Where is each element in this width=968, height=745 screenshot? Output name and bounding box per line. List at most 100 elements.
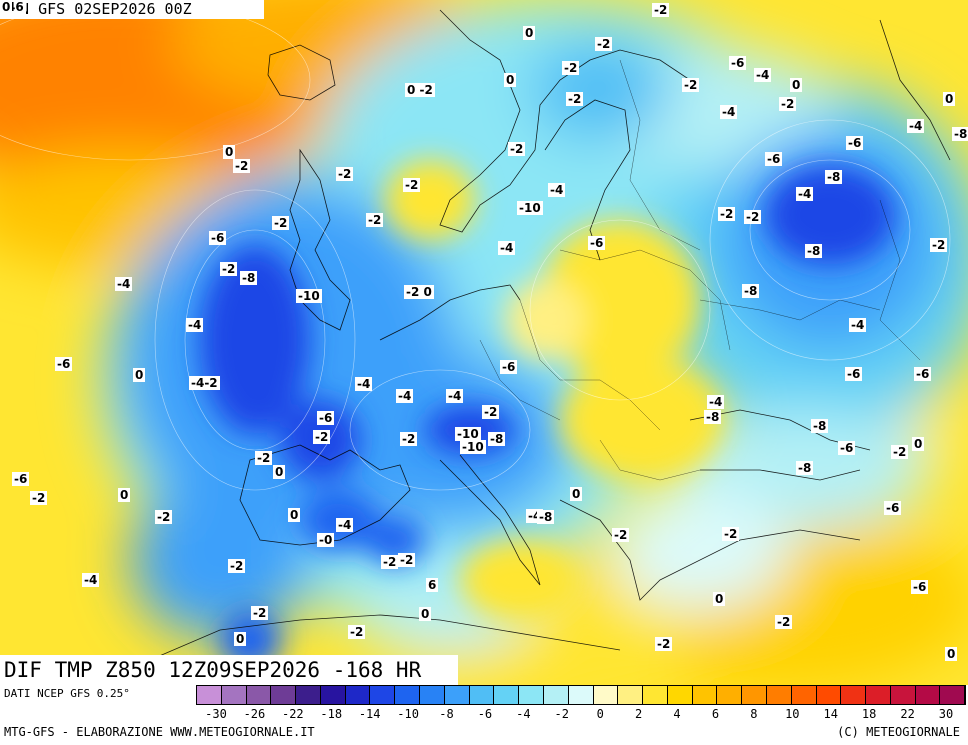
isoline-label: -2 (562, 61, 580, 75)
scale-tick-label: -30 (205, 707, 227, 721)
isoline-label: -8 (952, 127, 968, 141)
isoline-label: -2 (233, 159, 251, 173)
scale-swatch (766, 686, 792, 704)
scale-tick-label: -2 (554, 707, 570, 721)
isoline-label: 0 (234, 632, 247, 646)
isoline-label: -2 (398, 553, 416, 567)
scale-swatch (246, 686, 272, 704)
scale-tick-label: 8 (750, 707, 758, 721)
isoline-label: -4 (548, 183, 566, 197)
isoline-label: -2 (930, 238, 948, 252)
scale-swatch (395, 686, 421, 704)
scale-swatch (519, 686, 544, 704)
isoline-label: 0 (288, 508, 301, 522)
scale-swatch (420, 686, 445, 704)
isoline-label: -4 (720, 105, 738, 119)
isoline-label: -6 (914, 367, 932, 381)
isoline-label: -4 (754, 68, 772, 82)
scale-swatch (816, 686, 842, 704)
isoline-label: 0 (523, 26, 536, 40)
isoline-label: -4 (498, 241, 516, 255)
isoline-label: 0 (504, 73, 517, 87)
isoline-label: -2 (775, 615, 793, 629)
isoline-label: 0 (118, 488, 131, 502)
isoline-label: -8 (742, 284, 760, 298)
isoline-label: -6 (588, 236, 606, 250)
scale-tick-label: 22 (900, 707, 915, 721)
scale-swatch (593, 686, 619, 704)
isoline-label: -2 (482, 405, 500, 419)
isoline-label: -2 (891, 445, 909, 459)
isoline-label: -2 (652, 3, 670, 17)
scale-swatch (494, 686, 520, 704)
scale-tick-label: 18 (861, 707, 877, 721)
isoline-label: -0 (317, 533, 335, 547)
isoline-label: -6 (765, 152, 783, 166)
scale-swatch (345, 686, 371, 704)
scale-swatch (221, 686, 247, 704)
isoline-label: -8 (704, 410, 722, 424)
isoline-label: -2 (228, 559, 246, 573)
scale-swatch (742, 686, 767, 704)
scale-swatch (618, 686, 644, 704)
isoline-label: -6 (884, 501, 902, 515)
isoline-label: -6 (846, 136, 864, 150)
isoline-label: -2 (155, 510, 173, 524)
isoline-label: -2 (612, 528, 630, 542)
isoline-label: 0 (570, 487, 583, 501)
isoline-label: -4 (115, 277, 133, 291)
isoline-label: -2 (403, 178, 421, 192)
isoline-label: 0 (223, 145, 236, 159)
isoline-label: -2 (595, 37, 613, 51)
isoline-label: -2 (400, 432, 418, 446)
isoline-label: -8 (537, 510, 555, 524)
temperature-anomaly-map (0, 0, 968, 685)
isoline-label: 0 (0, 0, 13, 14)
isoline-label: 0 -2 (405, 83, 435, 97)
scale-tick-label: -26 (243, 707, 266, 721)
isoline-label: -4 (82, 573, 100, 587)
color-scale (196, 685, 966, 705)
isoline-label: 0 (943, 92, 956, 106)
isoline-label: -6 (838, 441, 856, 455)
scale-swatch (791, 686, 817, 704)
isoline-label: -2 (251, 606, 269, 620)
scale-swatch (296, 686, 321, 704)
scale-tick-label: 0 (596, 707, 604, 721)
isoline-label: -2 (779, 97, 797, 111)
scale-tick-label: -4 (516, 707, 531, 721)
isoline-label: -2 (313, 430, 331, 444)
credit-right: (C) METEOGIORNALE (837, 725, 960, 739)
isoline-label: -6 (500, 360, 518, 374)
scale-swatch (444, 686, 470, 704)
isoline-label: -2 (220, 262, 238, 276)
scale-swatch (568, 686, 594, 704)
scale-tick-label: 6 (711, 707, 720, 721)
footer: DATI NCEP GFS 0.25° -30 -26 -22 -18 -14 -10 -8… (0, 685, 968, 745)
scale-tick-label: -10 (397, 707, 419, 721)
isoline-label: 0 (419, 607, 432, 621)
scale-swatch (717, 686, 743, 704)
isoline-label: -6 (209, 231, 227, 245)
isoline-label: -4 (796, 187, 814, 201)
isoline-label: -2 (744, 210, 762, 224)
scale-tick-label: -8 (439, 707, 454, 721)
isoline-label: -4 (849, 318, 867, 332)
isoline-label: 0 (133, 368, 146, 382)
scale-tick-label: 2 (635, 707, 643, 721)
isoline-label: -2 (508, 142, 526, 156)
isoline-label: -6 (729, 56, 747, 70)
isoline-label: -2 (30, 491, 48, 505)
run-title: RUN GFS 02SEP2026 00Z (0, 0, 264, 19)
scale-swatch (543, 686, 569, 704)
isoline-label: 0 (713, 592, 726, 606)
isoline-label: -2 (682, 78, 700, 92)
scale-swatch (370, 686, 396, 704)
scale-swatch (197, 686, 222, 704)
isoline-label: -4 (355, 377, 373, 391)
isoline-label: -8 (240, 271, 258, 285)
isoline-label: -4-2 (189, 376, 220, 390)
isoline-label: -2 (255, 451, 273, 465)
scale-tick-label: -14 (358, 707, 381, 721)
isoline-label: -6 (911, 580, 929, 594)
